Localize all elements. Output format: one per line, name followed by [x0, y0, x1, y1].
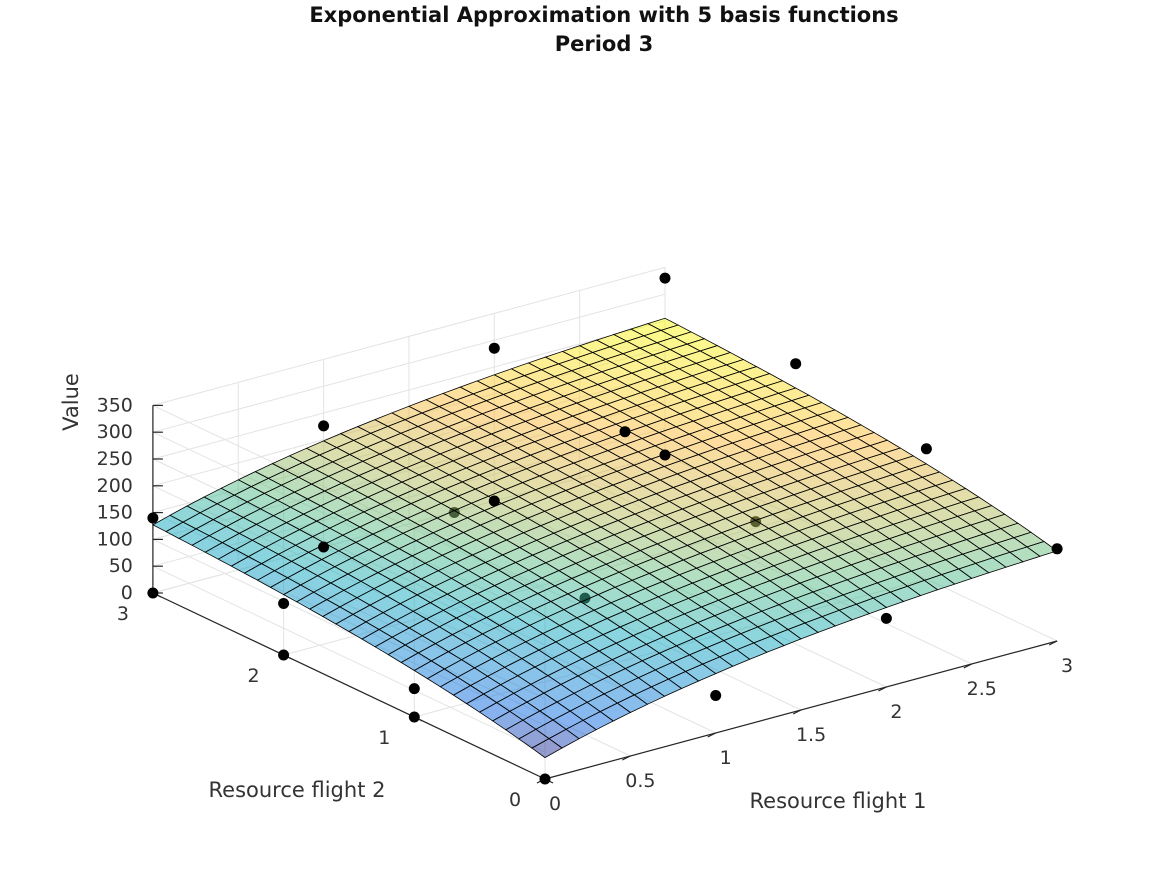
grid-line: [152, 293, 666, 433]
data-point: [318, 420, 330, 432]
x-tick: [622, 755, 631, 761]
z-tick-label: 0: [121, 582, 133, 604]
z-tick-label: 300: [97, 421, 133, 443]
x-tick: [1048, 640, 1058, 646]
data-point: [619, 426, 631, 438]
x-tick: [878, 686, 887, 692]
axes: [152, 404, 1058, 784]
y-tick-label: 3: [117, 603, 129, 625]
x-tick-label: 2: [890, 701, 902, 723]
data-point: [659, 272, 671, 284]
grid-line: [152, 565, 546, 753]
y-tick-label: 1: [378, 727, 390, 749]
z-axis-label: Value: [59, 373, 83, 431]
y-tick-label: 0: [509, 789, 521, 811]
data-point: [710, 690, 722, 701]
z-tick-label: 100: [97, 528, 133, 550]
y-tick-label: 2: [248, 665, 260, 687]
grid-line: [152, 266, 666, 406]
data-point: [880, 612, 892, 624]
chart-subtitle: Period 3: [554, 32, 654, 56]
z-tick-label: 50: [109, 555, 133, 577]
data-point: [1051, 543, 1063, 555]
x-axis-label: Resource flight 1: [750, 789, 927, 813]
data-point: [408, 683, 420, 695]
x-tick: [792, 709, 802, 715]
x-tick-label: 0: [549, 793, 561, 815]
y-axis-line: [152, 592, 546, 780]
data-point: [488, 342, 500, 354]
data-point: [278, 649, 290, 661]
x-tick-label: 0.5: [625, 770, 655, 792]
x-tick: [963, 663, 973, 669]
data-point: [790, 358, 802, 370]
x-tick-label: 1.5: [796, 724, 826, 746]
data-point: [659, 449, 671, 461]
chart-title: Exponential Approximation with 5 basis f…: [309, 3, 899, 27]
surface: [152, 317, 1058, 759]
data-point: [147, 587, 159, 599]
x-tick-label: 3: [1061, 655, 1073, 677]
data-point: [278, 598, 290, 609]
x-tick: [707, 732, 716, 738]
data-point: [539, 773, 551, 785]
z-tick-label: 250: [97, 448, 133, 470]
z-tick-label: 200: [97, 475, 133, 497]
grid-line: [152, 320, 666, 460]
scatter-points-front: [147, 272, 1063, 785]
x-tick-label: 2.5: [967, 678, 997, 700]
data-point: [488, 495, 500, 507]
data-point: [408, 711, 420, 723]
z-tick-label: 350: [97, 394, 133, 416]
data-point: [147, 512, 159, 524]
z-tick-label: 150: [97, 502, 133, 524]
x-tick-label: 1: [720, 747, 732, 769]
data-point: [318, 541, 330, 553]
surface-patch: [531, 738, 563, 759]
y-axis-label: Resource flight 2: [209, 778, 386, 802]
data-point: [920, 443, 932, 455]
